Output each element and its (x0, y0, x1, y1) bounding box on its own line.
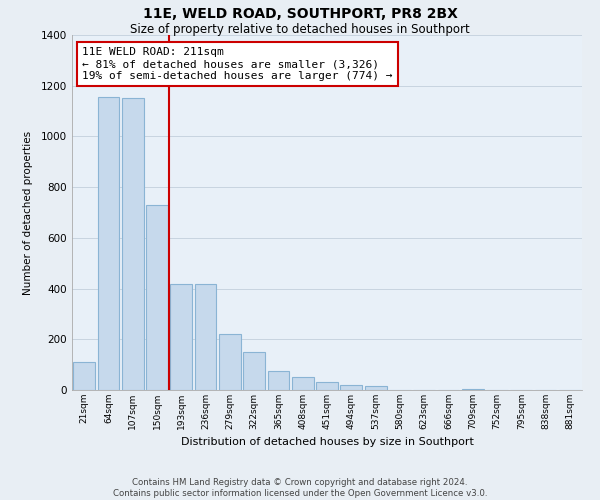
Text: 11E, WELD ROAD, SOUTHPORT, PR8 2BX: 11E, WELD ROAD, SOUTHPORT, PR8 2BX (143, 8, 457, 22)
Bar (146, 205, 168, 390)
Bar (268, 371, 289, 390)
Bar (219, 334, 241, 390)
Bar (292, 378, 314, 390)
Bar (97, 97, 119, 390)
Bar (194, 284, 217, 390)
Bar (243, 352, 265, 390)
Bar (462, 388, 484, 390)
Bar (316, 382, 338, 390)
Bar (122, 98, 143, 390)
X-axis label: Distribution of detached houses by size in Southport: Distribution of detached houses by size … (181, 438, 473, 448)
Y-axis label: Number of detached properties: Number of detached properties (23, 130, 32, 294)
Bar (170, 284, 192, 390)
Bar (73, 362, 95, 390)
Bar (365, 386, 386, 390)
Text: Contains HM Land Registry data © Crown copyright and database right 2024.
Contai: Contains HM Land Registry data © Crown c… (113, 478, 487, 498)
Text: 11E WELD ROAD: 211sqm
← 81% of detached houses are smaller (3,326)
19% of semi-d: 11E WELD ROAD: 211sqm ← 81% of detached … (82, 48, 392, 80)
Bar (340, 385, 362, 390)
Text: Size of property relative to detached houses in Southport: Size of property relative to detached ho… (130, 22, 470, 36)
